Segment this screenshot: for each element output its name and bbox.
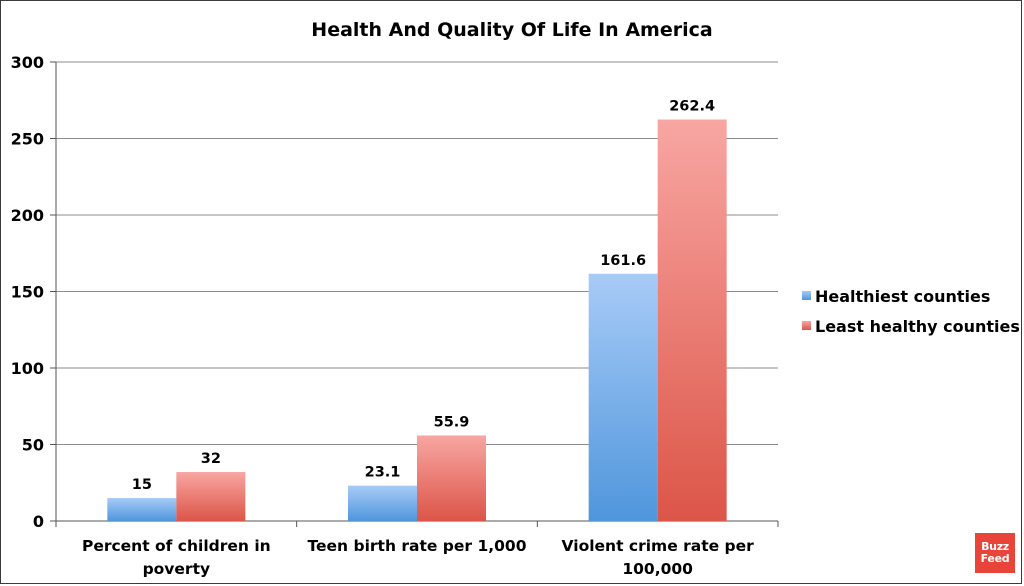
data-label: 32 xyxy=(201,451,221,467)
data-label: 55.9 xyxy=(434,414,470,430)
buzzfeed-logo: Buzz Feed xyxy=(975,533,1015,573)
bar xyxy=(107,498,177,521)
bar xyxy=(588,273,658,521)
chart-title: Health And Quality Of Life In America xyxy=(311,19,712,41)
data-label: 15 xyxy=(132,477,152,493)
bar xyxy=(657,119,727,521)
bar xyxy=(176,472,246,521)
y-tick-label: 50 xyxy=(22,436,44,455)
y-tick-label: 300 xyxy=(11,53,44,72)
y-tick-label: 100 xyxy=(11,359,44,378)
y-tick-label: 150 xyxy=(11,283,44,302)
data-label: 262.4 xyxy=(669,99,715,115)
legend-label: Least healthy counties xyxy=(815,317,1020,336)
x-tick-label: poverty xyxy=(143,560,211,578)
y-tick-label: 0 xyxy=(33,512,44,531)
legend-swatch xyxy=(802,321,811,330)
data-label: 23.1 xyxy=(365,465,401,481)
y-tick-label: 250 xyxy=(11,130,44,149)
bar xyxy=(417,435,486,521)
legend-label: Healthiest counties xyxy=(815,287,990,306)
x-tick-label: Percent of children in xyxy=(82,537,271,555)
data-label: 161.6 xyxy=(600,253,646,269)
y-tick-label: 200 xyxy=(11,206,44,225)
x-tick-label: 100,000 xyxy=(622,560,693,578)
bar xyxy=(348,485,417,521)
x-tick-label: Teen birth rate per 1,000 xyxy=(308,537,527,555)
legend-swatch xyxy=(802,291,811,300)
x-tick-label: Violent crime rate per xyxy=(562,537,755,555)
logo-line-1: Buzz xyxy=(981,540,1009,553)
logo-line-2: Feed xyxy=(980,552,1010,565)
